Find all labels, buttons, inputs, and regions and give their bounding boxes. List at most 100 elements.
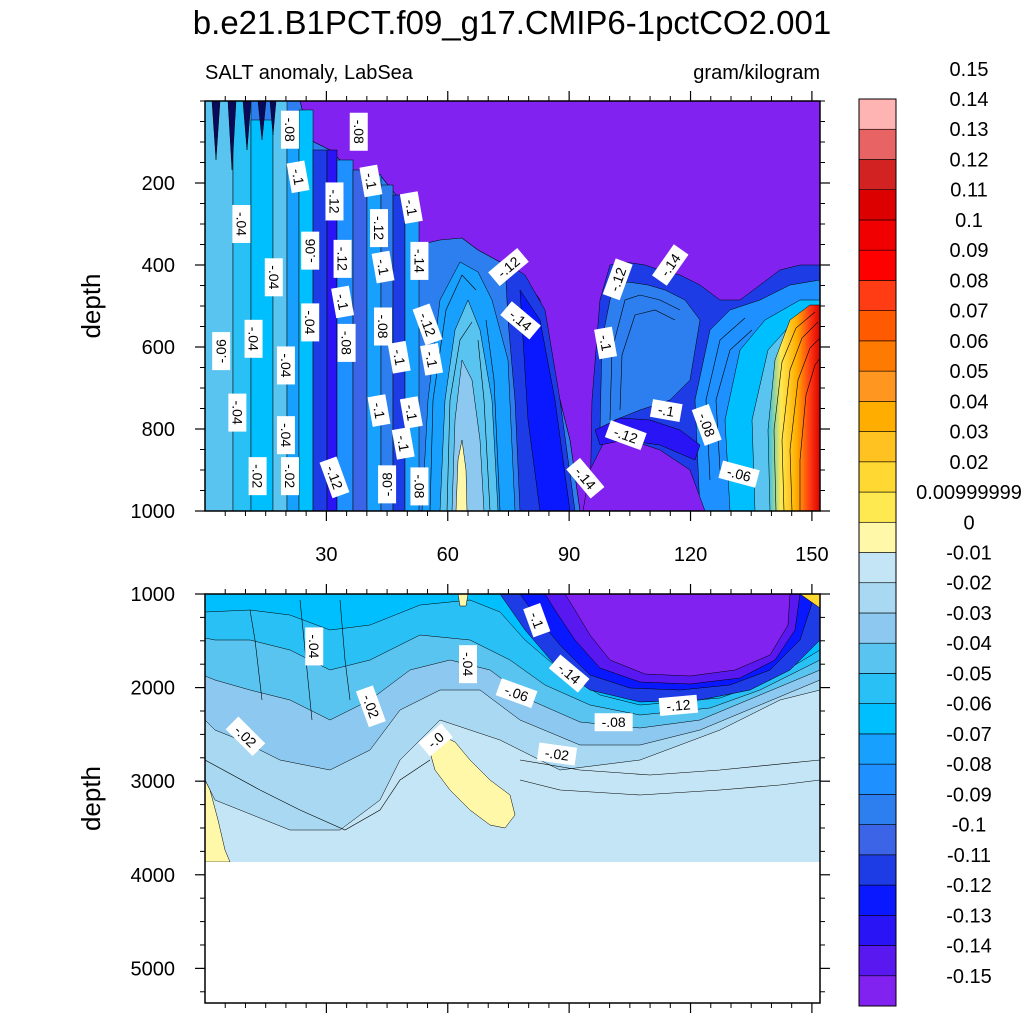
fill-band <box>564 594 791 677</box>
contour-label: -.12 <box>319 456 350 499</box>
contour-label: -.12 <box>369 209 388 248</box>
colorbar-swatch <box>858 914 897 946</box>
contour-label: -.12 <box>412 303 443 346</box>
contour-label: -.12 <box>325 182 344 221</box>
y-tick-label: 200 <box>142 173 175 195</box>
contour-label-box <box>325 182 344 221</box>
contour-label: -.02 <box>536 742 578 766</box>
contour-label-text: -.1 <box>526 610 547 631</box>
contour-label-box <box>649 399 683 423</box>
lower-contour-field <box>205 594 820 1003</box>
contour-label-box <box>387 340 411 374</box>
colorbar-label: 0.00999999 <box>916 482 1022 504</box>
contour-label-box <box>280 457 299 496</box>
contour-label: -.08 <box>337 323 356 362</box>
colorbar-label: -0.12 <box>946 875 992 897</box>
y-axis-title: depth <box>76 273 106 338</box>
contour-label-text: -.04 <box>233 212 249 236</box>
colorbar-label: 0.11 <box>950 180 987 202</box>
colorbar-swatch <box>858 582 897 614</box>
colorbar-frame <box>858 98 897 1007</box>
contour-label: -.08 <box>374 307 393 346</box>
contour-label-box <box>691 403 722 446</box>
contour-label-box <box>301 231 320 270</box>
colorbar-swatch <box>858 219 897 251</box>
contour-label-text: -.06 <box>725 463 753 485</box>
contour-label: -.04 <box>301 303 320 342</box>
contour-label: -.1 <box>399 191 423 224</box>
contour-label-box <box>410 467 429 506</box>
colorbar-swatch <box>858 703 897 735</box>
fill-band <box>205 101 234 511</box>
contour-label: -.08 <box>280 110 299 149</box>
contour-label-text: -.04 <box>246 327 262 351</box>
lower-contour-labels: -.04-.1-.04 -.14-.06-.02 -.12-.08-.02 -.0-.… <box>225 603 699 766</box>
contour-label-box <box>374 307 393 346</box>
colorbar-label: 0.15 <box>950 59 989 81</box>
contour-label: -.06 <box>495 678 538 709</box>
contour-label: -.12 <box>604 420 647 451</box>
contour-label-box <box>331 285 355 319</box>
colorbar-swatch <box>858 98 897 130</box>
colorbar-swatch <box>858 401 897 432</box>
contour-label: -.04 <box>228 393 247 432</box>
contour-label-text: -.06 <box>213 339 229 363</box>
colorbar-label: -0.1 <box>952 815 986 837</box>
contour-label-box <box>232 205 251 243</box>
contour-label-box <box>412 303 443 346</box>
contour-label-box <box>604 420 647 451</box>
x-tick-label: 30 <box>315 544 337 566</box>
colorbar-swatch <box>858 491 897 523</box>
contour-label: -.04 <box>276 346 295 385</box>
contour-label-box <box>399 396 423 429</box>
contour-label-text: -.12 <box>371 216 387 240</box>
contour-label-box <box>594 713 633 732</box>
colorbar-label: -0.15 <box>946 966 992 988</box>
contour-label-text: -.12 <box>666 696 692 714</box>
y-axis-title: depth <box>76 766 106 831</box>
chart-title: b.e21.B1PCT.f09_g17.CMIP6-1pctCO2.001 <box>192 4 832 41</box>
contour-label-box <box>420 342 444 376</box>
colorbar-swatch <box>858 340 897 372</box>
contour-label: -.04 <box>276 416 295 455</box>
contour-label-text: -.08 <box>351 120 367 144</box>
colorbar-label: 0.05 <box>950 361 989 383</box>
y-tick-label: 400 <box>142 255 175 277</box>
fill-band <box>427 734 516 829</box>
colorbar-label: -0.04 <box>946 633 992 655</box>
colorbar-label: 0.06 <box>950 331 989 353</box>
colorbar-swatch <box>858 794 897 825</box>
colorbar-swatch <box>858 159 897 190</box>
contour-label: -.1 <box>367 394 391 427</box>
colorbar-label: -0.07 <box>946 724 992 746</box>
y-tick-label: 2000 <box>131 678 176 700</box>
contour-label: -.12 <box>333 239 352 278</box>
contour-label-box <box>333 239 352 278</box>
contour-label-box <box>319 456 350 499</box>
colorbar-label: -0.13 <box>946 905 992 927</box>
contour-label-box <box>225 716 266 757</box>
contour-label-box <box>418 723 453 757</box>
contour-label-box <box>594 326 618 360</box>
contour-label: -.1 <box>286 160 310 194</box>
colorbar-swatch <box>858 673 897 704</box>
contour-label-text: -.04 <box>278 423 294 447</box>
contour-label: -.1 <box>594 326 618 360</box>
contour-label: -.04 <box>244 319 263 358</box>
contour-label: -.06 <box>718 460 760 488</box>
colorbar-swatch <box>858 249 897 281</box>
contour-label-text: -.04 <box>302 310 318 334</box>
contour-label: -.02 <box>280 457 299 496</box>
contour-label-box <box>536 742 578 766</box>
contour-label-box <box>248 457 267 496</box>
contour-label: -.1 <box>420 342 444 376</box>
contour-label: -.04 <box>458 645 477 684</box>
x-tick-label: 120 <box>674 544 707 566</box>
fill-band <box>457 594 469 607</box>
contour-label: -.1 <box>371 250 395 284</box>
contour-label-box <box>349 112 368 151</box>
colorbar-label: -0.03 <box>946 603 992 625</box>
colorbar-swatch <box>858 552 897 584</box>
variable-subtitle: SALT anomaly, LabSea <box>205 62 413 84</box>
contour-label-text: -.12 <box>335 247 351 271</box>
